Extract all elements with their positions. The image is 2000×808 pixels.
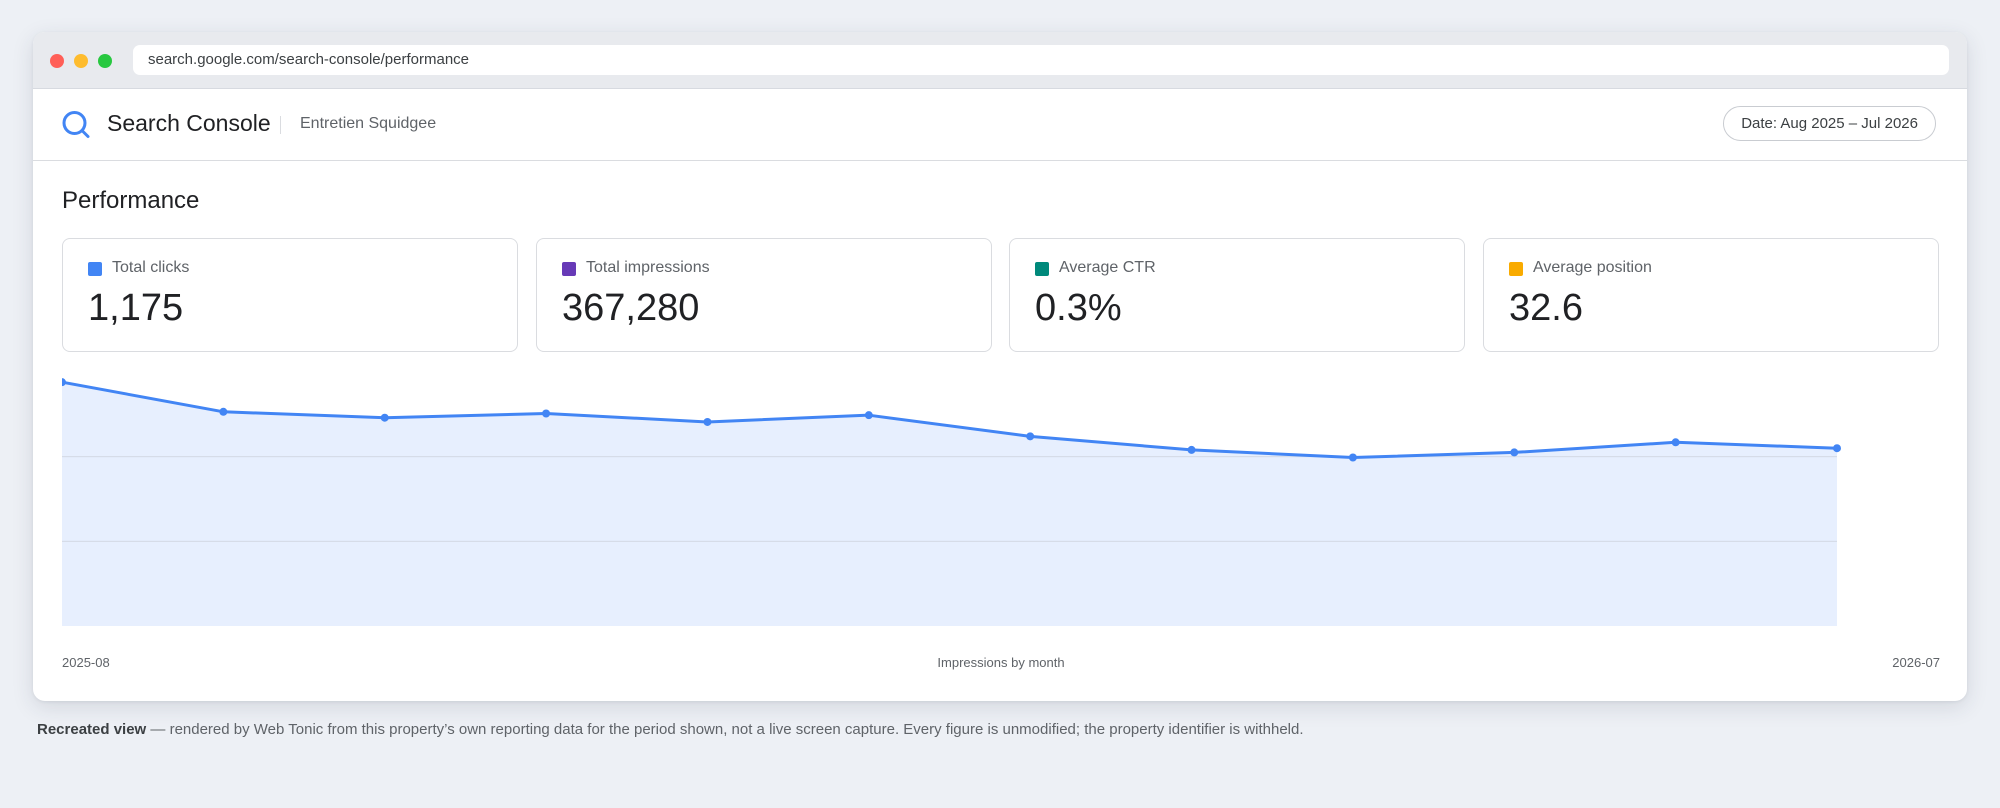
header-divider	[280, 116, 281, 134]
impressions-chart-plot	[62, 378, 1841, 626]
app-header: Search Console Entretien Squidgee Date: …	[33, 89, 1967, 161]
metric-card-average-ctr[interactable]: Average CTR 0.3%	[1009, 238, 1465, 352]
footer-lead: Recreated view	[37, 721, 147, 738]
browser-chrome: search.google.com/search-console/perform…	[33, 32, 1967, 89]
minimize-window-button[interactable]	[74, 54, 88, 68]
data-point-2026-05[interactable]	[1510, 448, 1519, 457]
x-axis-label: Impressions by month	[937, 655, 1065, 670]
data-point-2026-06[interactable]	[1671, 438, 1680, 447]
date-range-button[interactable]: Date: Aug 2025 – Jul 2026	[1723, 106, 1936, 141]
data-point-2026-02[interactable]	[1026, 432, 1035, 441]
metric-swatch	[1509, 262, 1523, 276]
page-title: Performance	[62, 187, 200, 214]
metric-label: Average CTR	[1059, 259, 1156, 276]
property-name[interactable]: Entretien Squidgee	[300, 115, 437, 132]
metric-label: Total impressions	[586, 259, 710, 276]
metric-card-total-impressions[interactable]: Total impressions 367,280	[536, 238, 992, 352]
footer-text: — rendered by Web Tonic from this proper…	[146, 721, 1304, 738]
x-tick-label-end: 2026-07	[1892, 655, 1940, 670]
data-point-2025-12[interactable]	[703, 417, 712, 426]
data-point-2025-10[interactable]	[380, 413, 389, 422]
address-bar[interactable]: search.google.com/search-console/perform…	[133, 45, 1949, 75]
maximize-window-button[interactable]	[98, 54, 112, 68]
metric-value: 367,280	[562, 287, 700, 329]
data-point-2025-09[interactable]	[219, 407, 228, 416]
browser-window: search.google.com/search-console/perform…	[33, 32, 1967, 701]
close-window-button[interactable]	[50, 54, 64, 68]
metric-swatch	[562, 262, 576, 276]
footer-note: Recreated view — rendered by Web Tonic f…	[37, 721, 1304, 738]
metric-value: 1,175	[88, 287, 184, 329]
x-tick-label-start: 2025-08	[62, 655, 110, 670]
impressions-series-line	[62, 380, 1838, 460]
metric-value: 32.6	[1509, 287, 1583, 329]
metric-label: Average position	[1533, 259, 1652, 276]
metric-value: 0.3%	[1035, 287, 1122, 329]
search-icon[interactable]	[61, 109, 91, 139]
app-title: Search Console	[107, 110, 271, 136]
metric-card-total-clicks[interactable]: Total clicks 1,175	[62, 238, 518, 352]
impressions-area	[62, 382, 1837, 626]
data-point-2025-11[interactable]	[542, 409, 551, 418]
impressions-chart: 2025-08 Impressions by month 2026-07	[62, 372, 1940, 701]
data-point-2025-08[interactable]	[62, 378, 66, 387]
data-point-2026-01[interactable]	[864, 411, 873, 420]
data-point-2026-03[interactable]	[1187, 445, 1196, 454]
data-point-2026-07[interactable]	[1833, 444, 1841, 453]
metric-swatch	[1035, 262, 1049, 276]
metric-card-average-position[interactable]: Average position 32.6	[1483, 238, 1939, 352]
data-point-2026-04[interactable]	[1348, 453, 1357, 462]
metric-label: Total clicks	[112, 259, 190, 276]
metric-swatch	[88, 262, 102, 276]
